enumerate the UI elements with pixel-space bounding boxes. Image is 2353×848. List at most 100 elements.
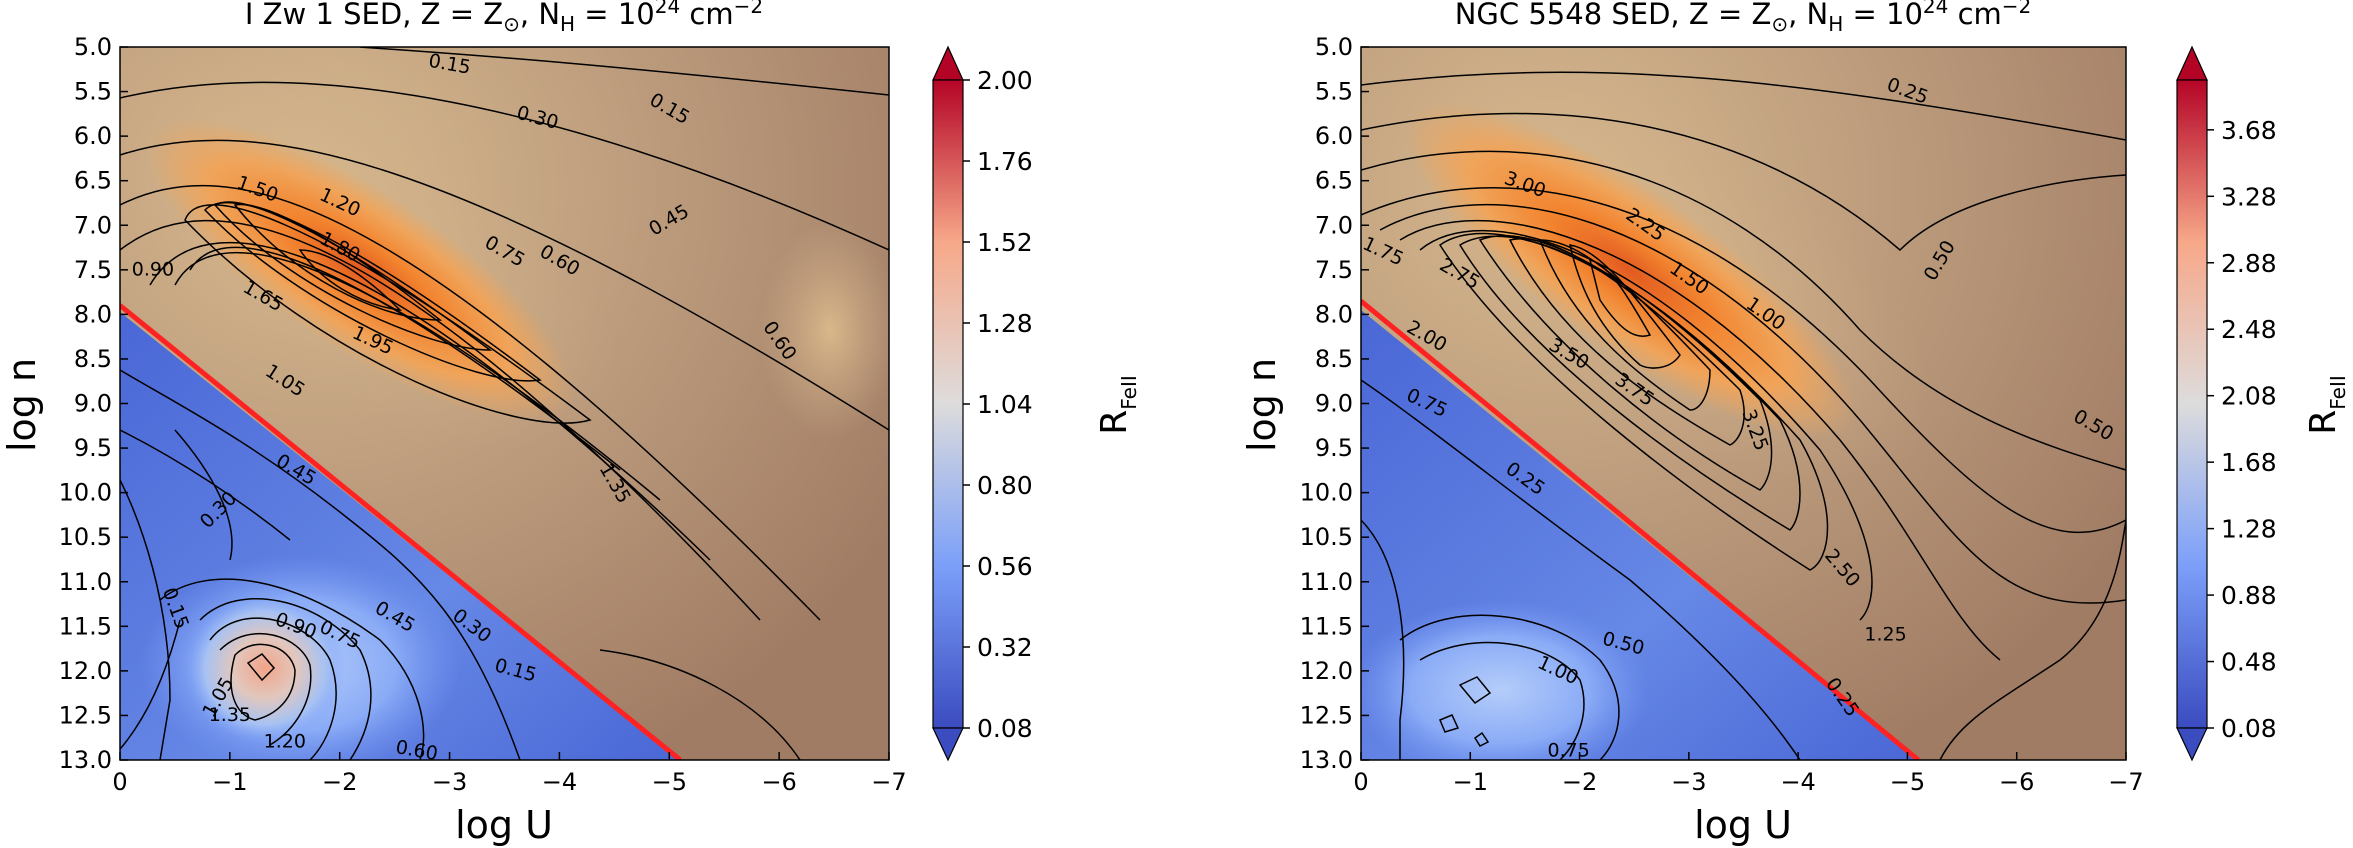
y-ticks-ngc5548: 5.0 5.5 6.0 6.5 7.0 7.5 8.0 8.5 9.0 9.5 10.0 10.5 11… (1300, 33, 1369, 774)
contour-label: 0.90 (132, 258, 174, 280)
y-tick-label: 7.0 (74, 211, 112, 239)
heatmap-izw1: 0.150.30 0.151.50 1.201.80 0.75 0.600.450.90… (120, 47, 889, 765)
x-tick-label: −6 (761, 768, 796, 796)
colorbar-tick-label: 2.88 (2221, 249, 2277, 278)
contour-line (120, 429, 291, 541)
contour-line (599, 649, 801, 760)
y-axis-label: log n (0, 358, 44, 452)
x-tick-label: −3 (1671, 768, 1706, 796)
colorbar-tick-label: 0.32 (977, 633, 1033, 662)
contour-line (174, 429, 233, 561)
colorbar-ngc5548: 3.68 3.28 2.88 2.48 2.08 1.68 1.28 0.88 0.48 0.08… (2176, 45, 2350, 762)
y-tick-label: 7.5 (74, 256, 112, 284)
contour-label: 1.25 (1864, 624, 1906, 646)
y-tick-label: 6.5 (74, 167, 112, 195)
y-tick-label: 10.0 (1300, 479, 1353, 507)
contours-ngc5548 (1361, 71, 2126, 760)
contour-line (1399, 219, 2001, 661)
contours-izw1 (120, 47, 889, 760)
contour-line (1473, 731, 1490, 747)
contour-label: 1.35 (209, 704, 251, 726)
halo-right (760, 220, 889, 440)
colorbar-tick-label: 1.52 (977, 228, 1033, 257)
x-tick-label: −7 (871, 768, 906, 796)
contour-line (1361, 379, 1801, 760)
contour-line (1588, 258, 1652, 337)
y-tick-label: 6.0 (74, 122, 112, 150)
colorbar-izw1: 2.00 1.76 1.52 1.28 1.04 0.80 0.56 0.32 0.08 RFe… (932, 45, 1141, 762)
colorbar-tick-label: 2.08 (2221, 382, 2277, 411)
y-tick-label: 9.5 (1315, 434, 1353, 462)
y-tick-label: 8.0 (1315, 300, 1353, 328)
y-tick-label: 5.0 (74, 33, 112, 61)
contour-line (298, 249, 403, 312)
boundary-line (1361, 299, 1920, 760)
colorbar-label: RFeII (2303, 375, 2350, 435)
x-tick-label: −4 (1780, 768, 1815, 796)
y-tick-label: 12.5 (1300, 701, 1353, 729)
x-tick-label: −5 (652, 768, 687, 796)
y-tick-label: 11.0 (1300, 568, 1353, 596)
y-tick-label: 7.0 (1315, 211, 1353, 239)
colorbar-extend-top (2176, 45, 2208, 81)
contour-line (1939, 519, 2126, 760)
peak-region (1404, 101, 1856, 439)
colorbar-tick-label: 1.04 (977, 390, 1033, 419)
contour-line (1361, 150, 2126, 471)
y-tick-label: 13.0 (1300, 746, 1353, 774)
x-tick-label: −6 (1999, 768, 2034, 796)
blue-blob (1361, 600, 1650, 760)
title-ngc5548: NGC 5548 SED, Z = Z⊙, NH = 1024 cm−2 (1455, 0, 2032, 36)
contour-label: 1.20 (264, 731, 306, 753)
colorbar-tick-label: 1.28 (977, 309, 1033, 338)
contour-line (1439, 714, 1460, 733)
contour-line (230, 643, 296, 721)
contour-line (1361, 71, 2126, 141)
x-tick-label: 0 (112, 768, 127, 796)
contour-label: 0.75 (1547, 740, 1589, 762)
contour-line (120, 369, 521, 760)
colorbar-tick-label: 2.00 (977, 66, 1033, 95)
contour-line (1361, 187, 2126, 534)
x-ticks-ngc5548: 0 −1 −2 −3 −4 −5 −6 −7 (1353, 752, 2144, 796)
colorbar-tick-label: 1.28 (2221, 515, 2277, 544)
colorbar-body (932, 79, 964, 729)
colorbar-body (2176, 79, 2208, 729)
contour-line (1419, 229, 1873, 621)
contour-line (120, 185, 821, 621)
colorbar-extend-top (932, 45, 964, 81)
x-ticks-izw1: 0 −1 −2 −3 −4 −5 −6 −7 (112, 752, 907, 796)
y-tick-label: 9.5 (74, 434, 112, 462)
panel-ngc5548: NGC 5548 SED, Z = Z⊙, NH = 1024 cm−2 (1240, 0, 2350, 847)
contour-line (149, 241, 711, 561)
colorbar-label: RFeII (1094, 375, 1141, 435)
boundary-line (120, 303, 682, 760)
contour-label: 0.60 (394, 736, 439, 765)
panel-izw1: I Zw 1 SED, Z = Z⊙, NH = 1024 cm−2 (0, 0, 1141, 847)
y-tick-label: 12.0 (59, 657, 112, 685)
contour-line (1379, 203, 2126, 604)
contour-line (1399, 614, 1620, 760)
y-tick-label: 8.5 (74, 345, 112, 373)
y-tick-label: 11.0 (59, 568, 112, 596)
y-tick-label: 12.0 (1300, 657, 1353, 685)
y-tick-label: 5.5 (74, 78, 112, 106)
x-tick-label: −1 (212, 768, 247, 796)
colorbar-tick-label: 0.08 (2221, 714, 2277, 743)
contour-line (233, 203, 443, 321)
colorbar-tick-label: 0.48 (2221, 648, 2277, 677)
title-izw1: I Zw 1 SED, Z = Z⊙, NH = 1024 cm−2 (245, 0, 763, 36)
y-tick-label: 8.5 (1315, 345, 1353, 373)
contour-line (159, 578, 425, 760)
colorbar-tick-label: 0.80 (977, 471, 1033, 500)
y-tick-label: 6.0 (1315, 122, 1353, 150)
y-tick-label: 9.0 (74, 390, 112, 418)
x-tick-label: 0 (1353, 768, 1368, 796)
y-ticks-izw1: 5.0 5.5 6.0 6.5 7.0 7.5 8.0 8.5 9.0 9.5 10.0 10.5 11… (59, 33, 128, 774)
y-tick-label: 6.5 (1315, 167, 1353, 195)
x-tick-label: −2 (1562, 768, 1597, 796)
colorbar-tick-label: 1.68 (2221, 448, 2277, 477)
y-tick-label: 10.5 (59, 523, 112, 551)
contour-line (120, 619, 181, 751)
